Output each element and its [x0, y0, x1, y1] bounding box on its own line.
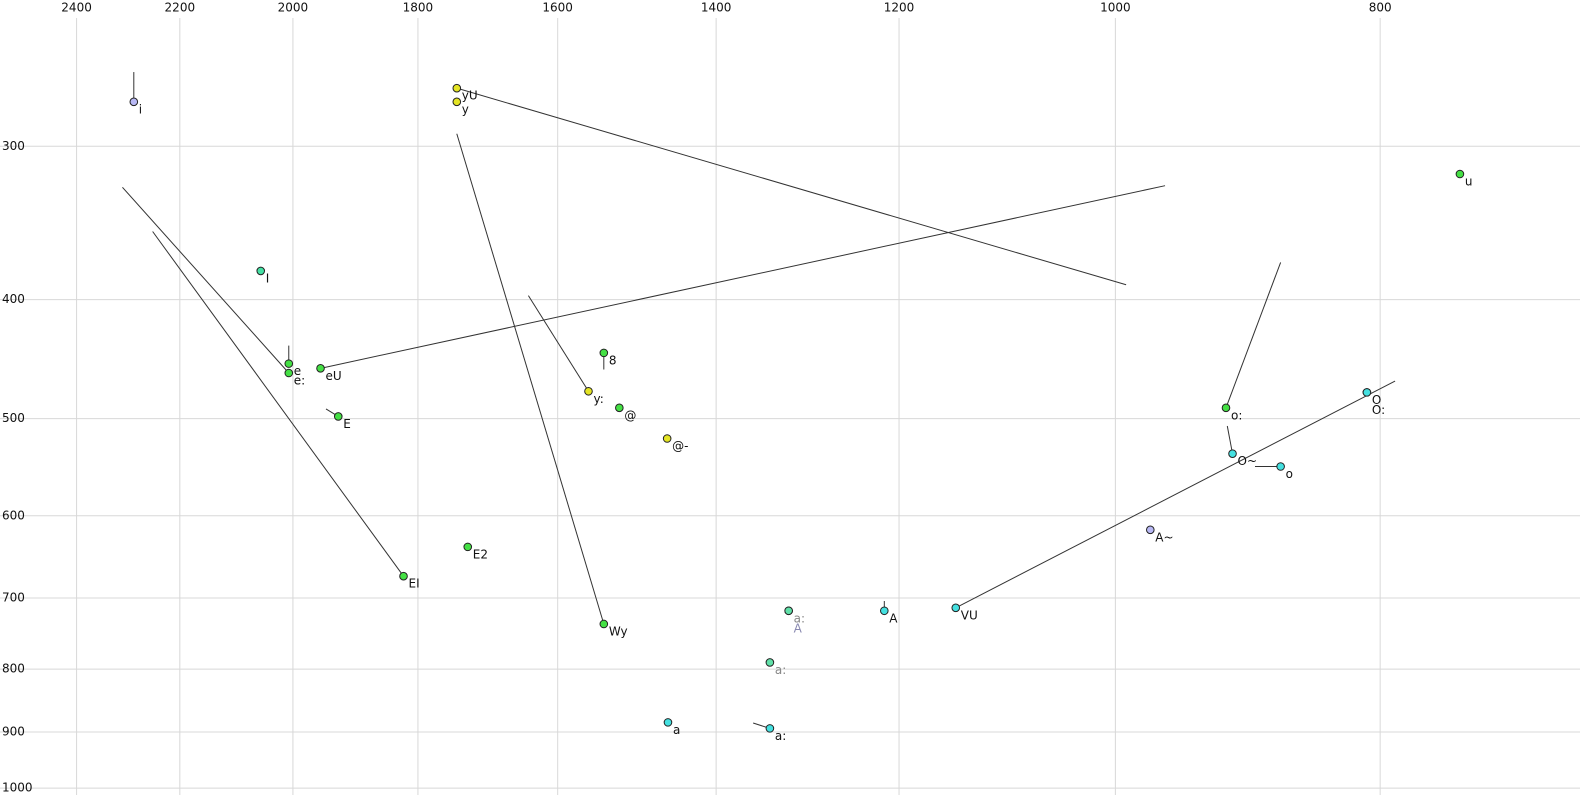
trajectory	[527, 295, 589, 392]
vowel-label: a	[673, 723, 680, 737]
trajectory	[456, 133, 605, 625]
x-tick-label: 2400	[61, 1, 92, 15]
y-tick-label: 1000	[2, 781, 33, 795]
vowel-point	[399, 571, 408, 581]
vowel-label: o	[1286, 467, 1293, 481]
vowel-label: A~	[1155, 530, 1173, 544]
vowel-label: a:	[775, 729, 786, 743]
x-tick-label: 2000	[278, 1, 309, 15]
vowel-point	[1455, 169, 1465, 179]
vowel-point	[599, 348, 609, 358]
vowel-label: a:	[794, 611, 805, 625]
vowel-point	[1228, 449, 1237, 458]
vowel-label: O	[1372, 393, 1381, 407]
y-tick-label: 500	[2, 411, 25, 425]
x-tick-label: 1400	[701, 1, 732, 15]
vowel-label: VU	[961, 608, 978, 622]
vowel-label: eU	[326, 369, 342, 383]
trajectory	[955, 380, 1396, 609]
vowel-label: u	[1465, 174, 1473, 188]
vowel-point	[256, 266, 266, 276]
vowel-label: 8	[609, 353, 617, 367]
x-tick-label: 1800	[403, 1, 434, 15]
vowel-point	[129, 97, 139, 107]
vowel-point	[1362, 388, 1372, 397]
vowel-point	[663, 718, 673, 727]
vowel-label: y:	[593, 392, 603, 406]
vowel-point	[662, 434, 672, 443]
vowel-label: E	[343, 417, 351, 431]
vowel-point	[1146, 525, 1155, 535]
vowel-point	[599, 619, 609, 629]
trajectory	[320, 185, 1166, 369]
x-tick-label: 1000	[1100, 1, 1131, 15]
vowel-point	[452, 97, 462, 107]
x-tick-label: 800	[1369, 1, 1392, 15]
vowel-label: A	[794, 621, 803, 635]
vowel-label: i	[139, 102, 142, 116]
vowel-label: O~	[1238, 454, 1258, 468]
vowel-label: y	[462, 102, 469, 116]
y-tick-label: 900	[2, 724, 25, 738]
x-tick-label: 1200	[884, 1, 915, 15]
vowel-point	[784, 606, 793, 616]
vowel-label: @	[624, 408, 636, 422]
y-tick-label: 700	[2, 590, 25, 604]
vowel-point	[951, 603, 961, 613]
vowel-label: O:	[1372, 403, 1385, 417]
vowel-label: I	[266, 271, 270, 285]
vowel-label: e:	[294, 374, 305, 388]
vowel-point	[284, 359, 294, 368]
trajectory	[1226, 425, 1234, 454]
vowel-point	[765, 724, 775, 733]
vowel-label: a:	[775, 663, 786, 677]
vowel-point	[316, 364, 325, 373]
vowel-point	[584, 386, 593, 396]
y-tick-label: 800	[2, 662, 25, 676]
vowel-point	[333, 412, 343, 421]
vowel-point	[463, 542, 473, 552]
trajectory	[1225, 262, 1282, 409]
vowel-label: @-	[672, 439, 688, 453]
vowel-point	[615, 403, 624, 413]
vowel-point	[1221, 403, 1231, 413]
vowel-label: e	[294, 364, 301, 378]
vowel-label: yU	[462, 89, 478, 103]
vowel-point	[284, 368, 294, 378]
trajectory	[152, 231, 404, 577]
vowel-label: EI	[409, 577, 420, 591]
vowel-point	[1276, 462, 1285, 471]
y-tick-label: 600	[2, 508, 25, 522]
vowel-point	[880, 606, 889, 616]
x-tick-label: 2200	[165, 1, 196, 15]
y-tick-label: 400	[2, 292, 25, 306]
vowel-point	[452, 83, 462, 93]
x-tick-label: 1600	[542, 1, 573, 15]
vowel-label: o:	[1231, 408, 1242, 422]
trajectory	[122, 186, 290, 374]
vowel-point	[765, 658, 775, 667]
vowel-label: Wy	[609, 624, 628, 638]
y-tick-label: 300	[2, 139, 25, 153]
vowel-label: A	[889, 611, 898, 625]
trajectory	[456, 87, 1127, 286]
vowel-label: E2	[473, 547, 488, 561]
